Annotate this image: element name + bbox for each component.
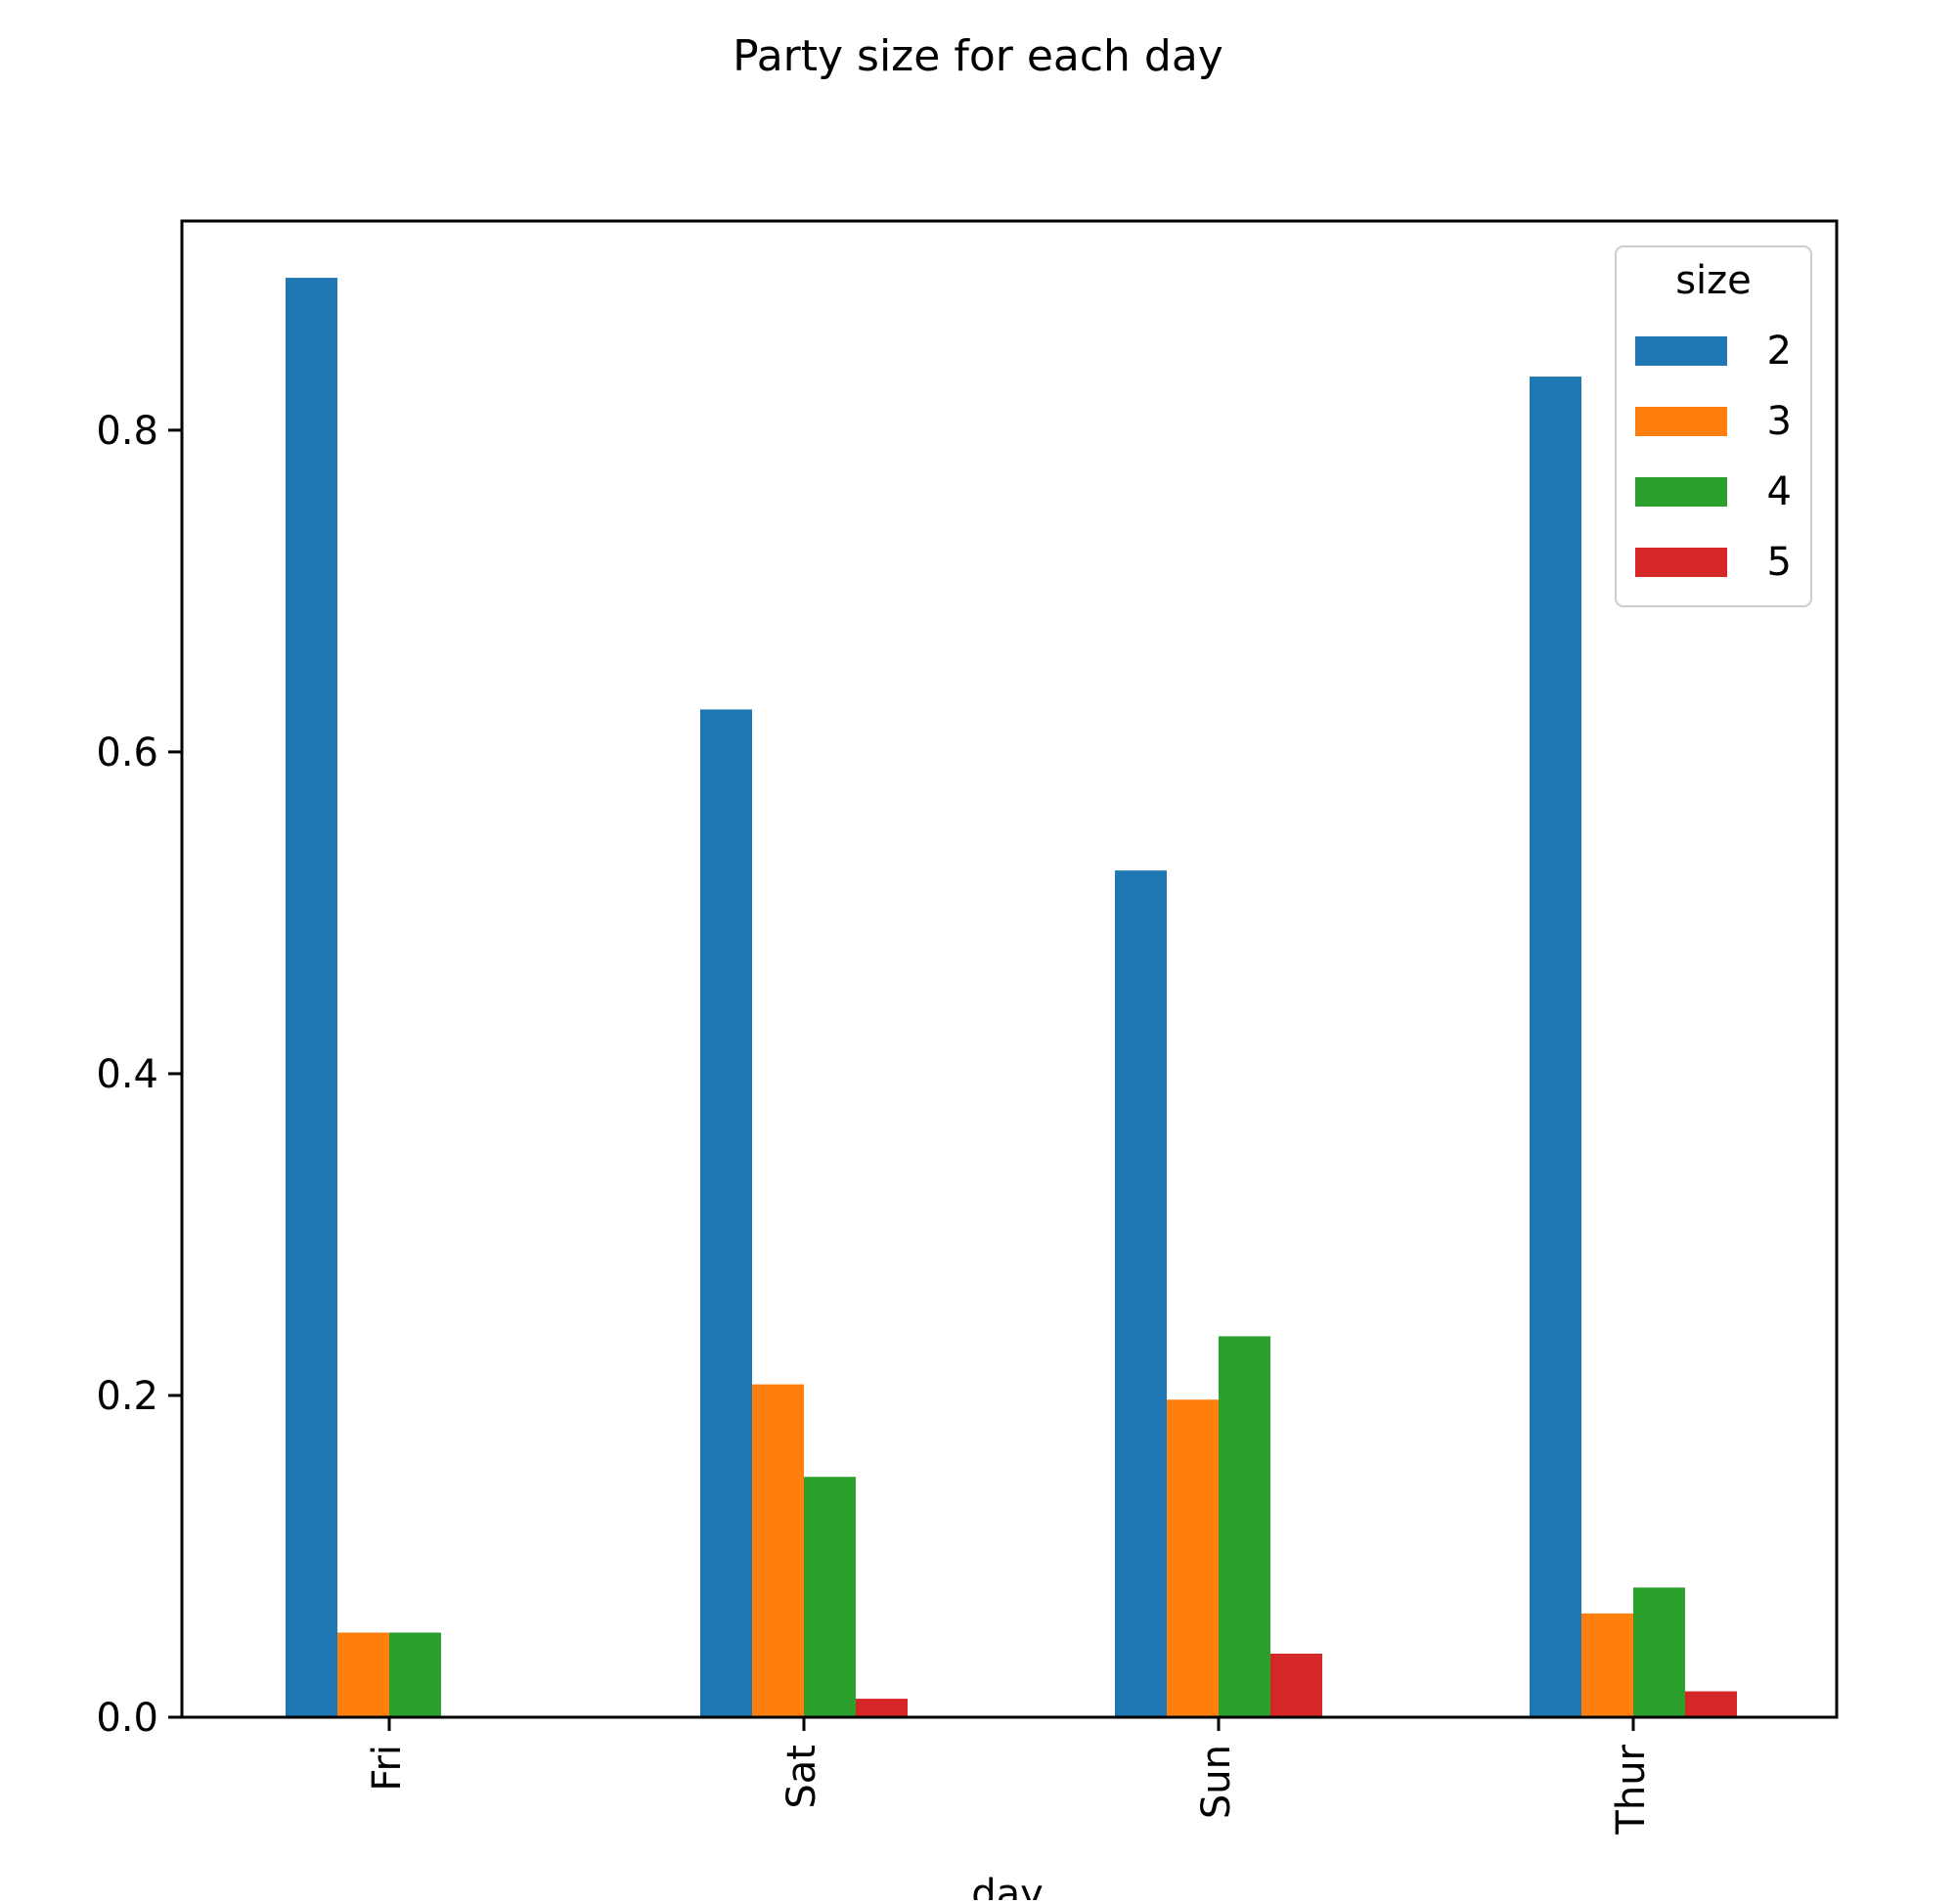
bar-fri-size-3 xyxy=(337,1632,389,1717)
x-tick-label: Sat xyxy=(779,1745,824,1809)
legend-label: 5 xyxy=(1767,540,1792,585)
y-axis: 0.0 0.2 0.4 0.6 0.8 xyxy=(96,409,182,1741)
legend-swatch xyxy=(1635,548,1727,577)
bar-sat-size-5 xyxy=(856,1699,908,1717)
bar-fri-size-4 xyxy=(389,1632,441,1717)
bar-thur-size-3 xyxy=(1581,1613,1633,1717)
bar-thur-size-2 xyxy=(1530,376,1581,1717)
x-axis: Fri Sat Sun Thur xyxy=(365,1717,1654,1836)
legend-label: 4 xyxy=(1767,469,1792,514)
y-tick-label: 0.0 xyxy=(96,1696,158,1741)
x-tick-label: Sun xyxy=(1194,1745,1239,1819)
bar-sun-size-4 xyxy=(1219,1336,1270,1717)
x-tick-label: Thur xyxy=(1609,1744,1654,1835)
legend-label: 3 xyxy=(1767,399,1792,444)
plot-frame xyxy=(180,219,1839,1719)
legend-swatch xyxy=(1635,477,1727,507)
y-tick-label: 0.6 xyxy=(96,731,158,775)
bar-sun-size-2 xyxy=(1115,870,1167,1717)
chart-title: Party size for each day xyxy=(733,31,1223,81)
bar-thur-size-5 xyxy=(1685,1691,1737,1717)
legend-title: size xyxy=(1675,258,1752,303)
legend-swatch xyxy=(1635,336,1727,366)
legend-entries: 2 3 4 5 xyxy=(1635,329,1792,585)
bars-layer xyxy=(286,278,1737,1717)
y-tick-label: 0.4 xyxy=(96,1052,158,1097)
x-axis-label: day xyxy=(971,1872,1044,1900)
legend: size 2 3 4 5 xyxy=(1615,245,1812,607)
bar-sat-size-4 xyxy=(804,1477,856,1717)
bar-sat-size-2 xyxy=(700,709,752,1717)
bar-sat-size-3 xyxy=(752,1384,804,1717)
x-tick-label: Fri xyxy=(365,1745,410,1792)
y-tick-label: 0.2 xyxy=(96,1374,158,1419)
bar-sun-size-5 xyxy=(1270,1654,1322,1717)
bar-sun-size-3 xyxy=(1167,1399,1219,1717)
legend-swatch xyxy=(1635,407,1727,436)
y-tick-label: 0.8 xyxy=(96,409,158,454)
legend-label: 2 xyxy=(1767,329,1792,374)
bar-thur-size-4 xyxy=(1633,1587,1685,1717)
bar-fri-size-2 xyxy=(286,278,337,1717)
